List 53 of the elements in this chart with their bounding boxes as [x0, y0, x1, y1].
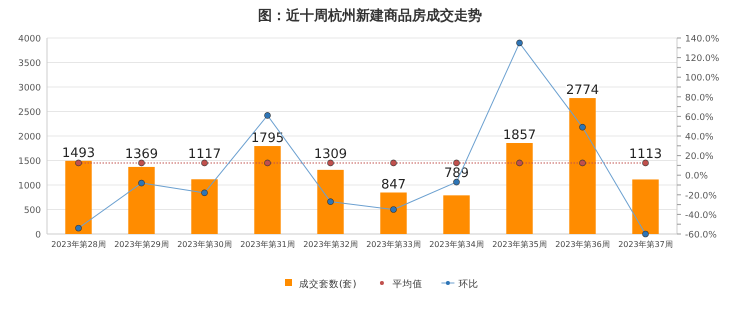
y-tick-label: 1000 [18, 182, 42, 192]
bar [191, 179, 218, 234]
y-tick-label: 3500 [18, 59, 42, 69]
x-tick-label: 2023年第32周 [303, 240, 358, 249]
y-tick-label: 1500 [18, 157, 42, 167]
y2-tick-label: 40.0% [685, 132, 714, 142]
data-label: 1857 [502, 128, 536, 144]
data-label: 1113 [628, 146, 662, 162]
y-tick-label: 500 [24, 206, 42, 216]
y2-tick-label: 140.0% [685, 34, 720, 44]
x-tick-label: 2023年第33周 [366, 240, 421, 249]
data-label: 2774 [566, 83, 600, 98]
y2-tick-label: 60.0% [685, 112, 714, 123]
x-tick-label: 2023年第37周 [618, 240, 673, 249]
legend-label: 平均值 [392, 278, 422, 290]
y2-tick-label: -60.0% [685, 230, 718, 240]
bar [632, 179, 659, 234]
y2-tick-label: -40.0% [685, 210, 718, 221]
x-tick-label: 2023年第29周 [114, 240, 169, 249]
bar [254, 146, 281, 234]
bar [506, 143, 533, 234]
x-tick-label: 2023年第34周 [429, 240, 484, 249]
y2-tick-label: 100.0% [685, 74, 720, 84]
x-tick-label: 2023年第28周 [51, 240, 106, 249]
y2-tick-label: 20.0% [685, 152, 714, 162]
data-label: 1795 [250, 131, 284, 146]
data-label: 1117 [188, 146, 222, 162]
y-tick-label: 2500 [18, 108, 42, 118]
legend-label: 环比 [458, 278, 478, 290]
bar [569, 98, 596, 234]
bar [443, 195, 470, 234]
x-tick-label: 2023年第30周 [177, 240, 232, 249]
bar [380, 192, 407, 234]
y2-tick-label: 0.0% [685, 172, 708, 182]
y2-tick-label: 80.0% [685, 93, 714, 104]
y-tick-label: 4000 [18, 34, 42, 44]
y2-tick-label: 120.0% [685, 54, 720, 64]
bar [128, 166, 155, 234]
chart-title: 图：近十周杭州新建商品房成交走势 [258, 7, 482, 24]
data-label: 1493 [62, 146, 96, 161]
y2-tick-label: -20.0% [685, 191, 718, 202]
bar [65, 160, 92, 234]
y-tick-label: 2000 [18, 132, 42, 142]
bar [317, 170, 344, 234]
data-label: 1309 [314, 146, 348, 162]
data-label: 847 [381, 177, 406, 192]
y-tick-label: 3000 [18, 84, 42, 94]
y-tick-label: 0 [35, 230, 42, 240]
x-tick-label: 2023年第35周 [492, 240, 547, 249]
x-tick-label: 2023年第31周 [240, 240, 295, 249]
data-label: 1369 [124, 146, 158, 162]
legend-label: 成交套数(套) [299, 278, 356, 290]
x-tick-label: 2023年第36周 [555, 240, 610, 249]
